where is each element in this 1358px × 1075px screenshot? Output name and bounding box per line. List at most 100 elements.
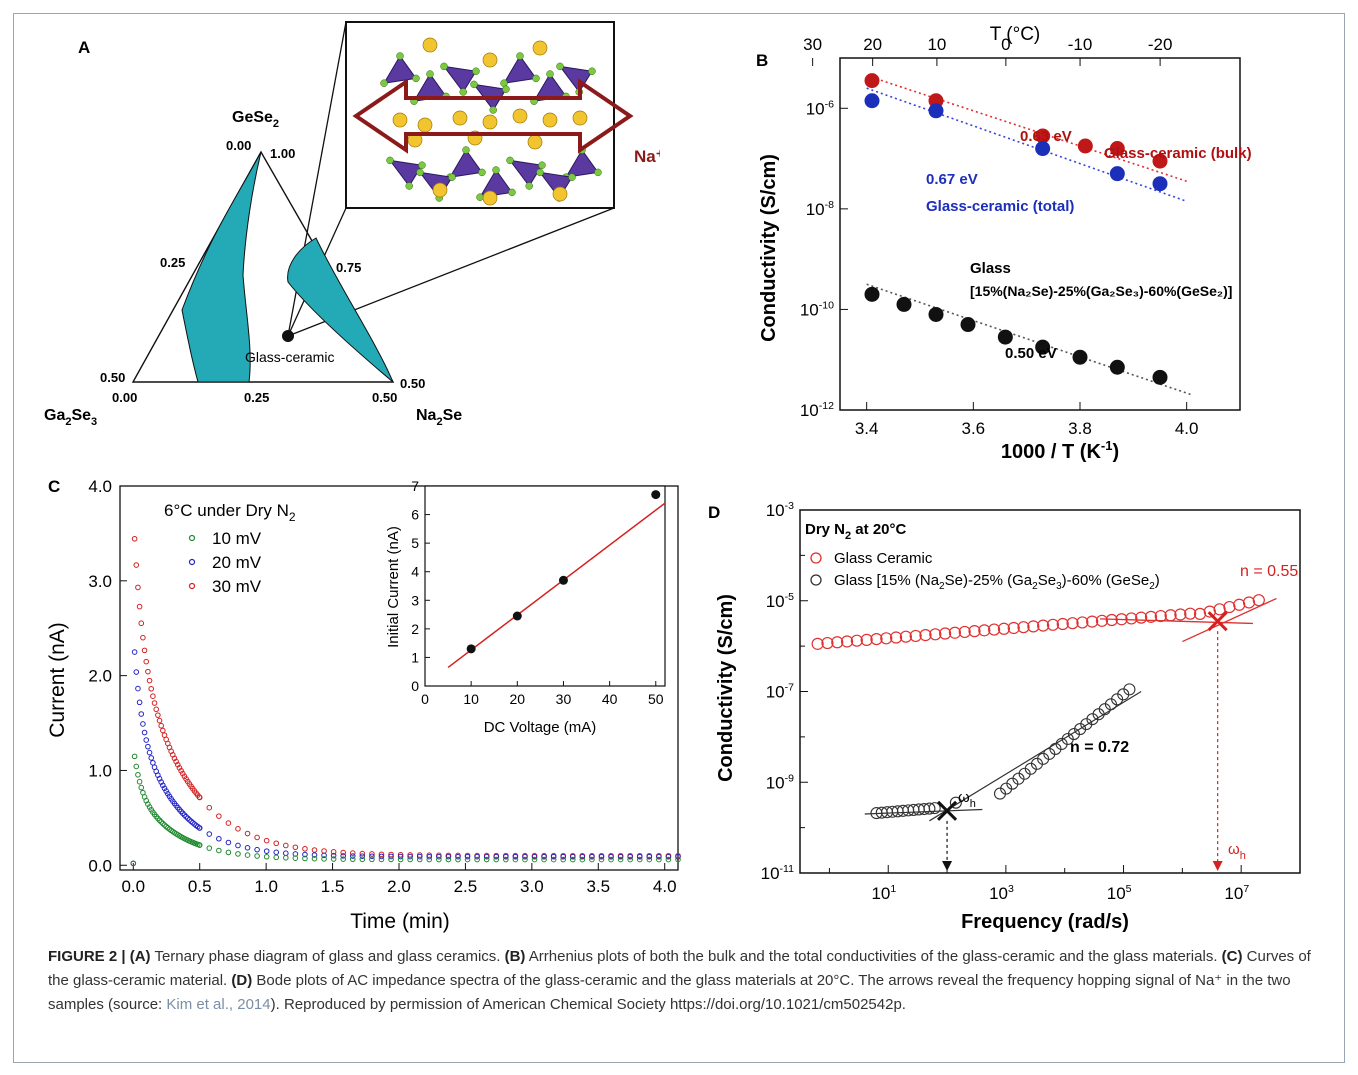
crossover-marker [1207,611,1228,632]
bulk-series-label: Glass-ceramic (bulk) [1104,145,1252,162]
data-point [292,844,299,851]
n-glass-label: n = 0.72 [1070,739,1129,756]
data-point [263,848,270,854]
inset-y-tick-label: 7 [411,478,419,494]
data-point [140,634,146,641]
citation-link[interactable]: Kim et al., 2014 [166,996,271,1013]
data-point [140,721,146,727]
data-point [340,849,347,856]
data-point [1056,617,1069,631]
y-axis-label: Conductivity (S/cm) [715,594,737,782]
x-tick-label: 3.6 [962,419,986,438]
data-point [179,770,186,777]
se-atom [476,193,484,201]
data-point [1077,138,1093,154]
data-point [283,842,289,849]
data-point [302,851,308,858]
current-time-plot: C Current (nA) Time (min) 0.0 0.5 1.0 1.5 2.… [46,477,681,933]
x-tick-label: 2.5 [454,877,478,896]
data-point [831,636,844,649]
data-point [426,856,433,863]
se-atom [508,188,516,197]
data-point [141,729,148,736]
data-point [1046,618,1060,631]
data-point [273,849,280,856]
y-tick-label: 10-6 [806,98,834,118]
caption-figure-label: FIGURE 2 | [48,948,126,965]
se-atom [492,166,500,174]
se-atom [405,182,413,190]
top-tick-label: 20 [863,35,882,54]
legend-title: 6°C under Dry N2 [164,501,296,524]
data-point [133,763,140,770]
na-atom [542,112,558,128]
se-atom [478,168,486,177]
data-point [349,856,356,863]
gese4-tetrahedron [558,65,593,93]
inset-y-tick-label: 2 [411,621,419,637]
figure-caption: FIGURE 2 | (A) Ternary phase diagram of … [48,945,1313,1017]
tick-label: 0.50 [100,370,125,385]
inset-x-label: DC Voltage (mA) [484,719,597,736]
data-point [206,831,213,837]
figure-frame [13,13,1345,1063]
se-atom [416,168,424,177]
data-point [928,306,944,322]
data-point [1213,603,1226,616]
data-point [136,699,143,706]
data-point [656,856,662,863]
data-point [569,853,576,860]
data-point [665,856,672,863]
data-point [378,851,385,858]
data-point [512,856,519,863]
fit-line [866,87,1187,203]
data-point [138,620,145,627]
tick-label: 0.50 [372,390,397,405]
gese4-tetrahedron [538,171,573,199]
data-point [263,837,270,844]
data-point [196,794,203,801]
data-point [579,853,586,860]
total-series-label: Glass-ceramic (total) [926,198,1074,215]
se-atom [594,168,602,177]
data-point [909,629,922,643]
fit-line [866,283,1193,396]
na-atom [417,117,433,133]
data-point [436,856,442,863]
data-point [206,804,213,811]
legend-title: Dry N2 at 20°C [805,521,906,542]
legend-marker [188,534,196,542]
data-point [416,856,423,863]
data-point [821,636,834,650]
panel-letter-b: B [756,51,768,70]
data-point [1035,128,1051,144]
y-tick-label: 10-9 [766,772,794,792]
data-point [330,852,337,859]
vertex-ga2se3: Ga2Se3 [44,407,97,428]
data-point [1086,615,1099,628]
data-point [136,603,143,610]
data-point [483,853,490,860]
inset-y-tick-label: 3 [411,592,419,608]
inset-x-tick-label: 30 [556,691,572,707]
data-point [283,850,289,857]
inset-x-tick-label: 40 [602,691,618,707]
top-tick-label: 10 [927,35,946,54]
data-point [1027,620,1040,633]
data-point [196,842,203,848]
x-tick-label: 0.0 [121,877,145,896]
data-point [311,855,318,862]
data-point [196,825,203,831]
data-point [1017,621,1030,634]
caption-end: ). Reproduced by permission of American … [270,996,906,1013]
data-point [292,855,299,861]
data-point [273,840,280,847]
data-point [445,856,452,863]
se-atom [448,173,456,181]
total-ea-label: 0.67 eV [926,171,978,188]
glass-ceramic-point [282,330,294,342]
se-atom [489,106,497,114]
data-point [1035,141,1051,157]
data-point [235,851,241,857]
data-point [1109,359,1125,375]
